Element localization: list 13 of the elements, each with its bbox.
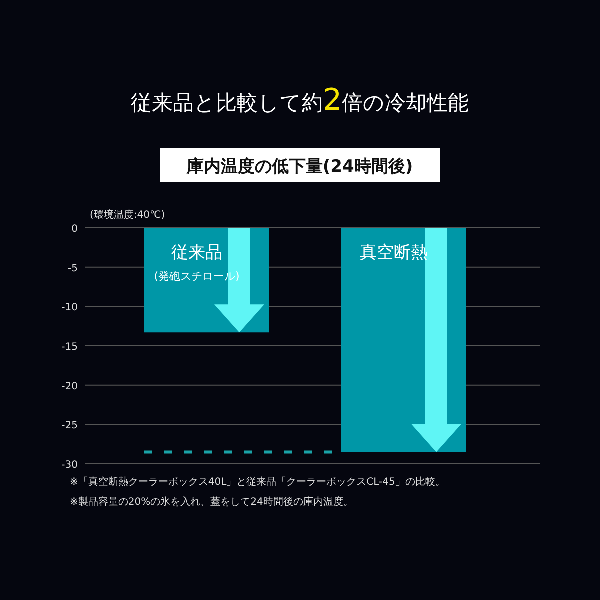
text: ※製品容量の20%の氷を入れ、蓋をして24時間後の庫内温度。 [70, 496, 354, 508]
text: ※「真空断熱クーラーボックス40L」と従来品「クーラーボックスCL-45」の比較。 [70, 476, 446, 488]
y-tick-label: -5 [68, 263, 78, 274]
y-tick-label: -25 [62, 420, 78, 432]
y-tick-label: -30 [62, 460, 78, 471]
x-tick-label: 真空断熱 [360, 243, 428, 263]
y-tick-label: 0 [72, 224, 78, 235]
y-tick-label: -15 [62, 342, 78, 353]
y-tick-label: -20 [62, 381, 78, 392]
y-axis-title: (環境温度:40℃) [90, 209, 166, 221]
y-tick-label: -10 [62, 302, 78, 314]
chart-subtitle: 庫内温度の低下量(24時間後) [186, 157, 414, 177]
title: 従来品と比較して約2倍の冷却性能 [130, 83, 470, 118]
